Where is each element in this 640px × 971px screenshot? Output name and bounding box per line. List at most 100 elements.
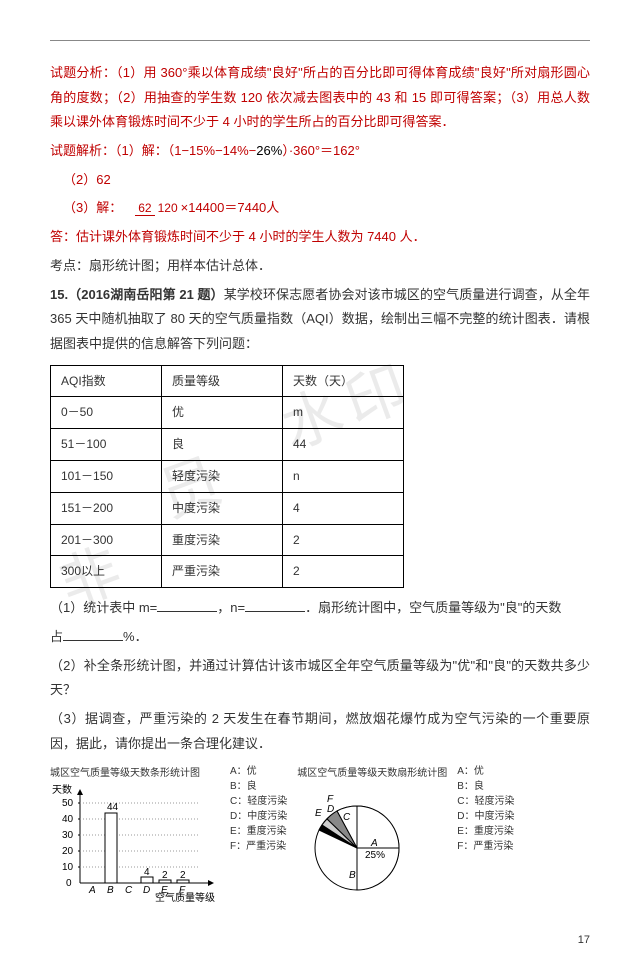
td: 0－50 (51, 397, 162, 429)
analysis-2: 试题解析：（1）解：（1−15%−14%−26%）·360°＝162° (50, 139, 590, 164)
table-row: 0－50优m (51, 397, 404, 429)
th: AQI指数 (51, 365, 162, 397)
yticks: 01020304050 (62, 798, 80, 889)
svg-text:40: 40 (62, 814, 74, 825)
analysis-4: （3）解： 62120×14400＝7440人 (50, 196, 590, 221)
t: ）·360°＝162° (282, 143, 360, 158)
svg-text:B: B (107, 885, 114, 896)
li: C：轻度污染 (230, 794, 287, 809)
table-row: 51－100良44 (51, 429, 404, 461)
td: 300以上 (51, 556, 162, 588)
q15-sub1: （1）统计表中 m= ，n= ．扇形统计图中，空气质量等级为"良"的天数 (50, 596, 590, 621)
svg-text:2: 2 (180, 870, 186, 881)
analysis-1: 试题分析：（1）用 360°乘以体育成绩"良好"所占的百分比即可得体育成绩"良好… (50, 61, 590, 135)
td: n (283, 460, 404, 492)
td: 51－100 (51, 429, 162, 461)
t: ×14400＝7440人 (181, 200, 280, 215)
t: （1）统计表中 m= (50, 600, 157, 615)
table-header: AQI指数 质量等级 天数（天） (51, 365, 404, 397)
td: m (283, 397, 404, 429)
td: 2 (283, 556, 404, 588)
td: 201－300 (51, 524, 162, 556)
td: 良 (162, 429, 283, 461)
bar-chart: 城区空气质量等级天数条形统计图 天数 01020304050 44 4 2 2 … (50, 764, 220, 910)
q15-title: 15.（2016湖南岳阳第 21 题）某学校环保志愿者协会对该市城区的空气质量进… (50, 283, 590, 357)
t: %． (123, 629, 148, 644)
th: 质量等级 (162, 365, 283, 397)
charts-row: 城区空气质量等级天数条形统计图 天数 01020304050 44 4 2 2 … (50, 764, 590, 910)
svg-text:D: D (327, 804, 334, 815)
bar-title: 城区空气质量等级天数条形统计图 (50, 764, 220, 783)
td: 44 (283, 429, 404, 461)
denominator: 120 (155, 201, 181, 215)
q15-sub1b: 占 %． (50, 625, 590, 650)
svg-text:E: E (315, 808, 322, 819)
li: C：轻度污染 (457, 794, 514, 809)
li: A：优 (457, 764, 514, 779)
q15-num: 15.（2016湖南岳阳第 21 题） (50, 287, 224, 302)
xlabel: 空气质量等级 (155, 891, 215, 903)
analysis-3: （2）62 (50, 168, 590, 193)
q15-sub3: （3）据调查，严重污染的 2 天发生在春节期间，燃放烟花爆竹成为空气污染的一个重… (50, 707, 590, 756)
legend-2: A：优 B：良 C：轻度污染 D：中度污染 E：重度污染 F：严重污染 (457, 764, 514, 910)
t: 占 (50, 629, 63, 644)
page: 水印 员 非 试题分析：（1）用 360°乘以体育成绩"良好"所占的百分比即可得… (50, 40, 590, 951)
table-row: 101－150轻度污染n (51, 460, 404, 492)
table-row: 151－200中度污染4 (51, 492, 404, 524)
svg-text:D: D (143, 885, 150, 896)
td: 101－150 (51, 460, 162, 492)
table-row: 201－300重度污染2 (51, 524, 404, 556)
td: 重度污染 (162, 524, 283, 556)
td: 中度污染 (162, 492, 283, 524)
li: B：良 (230, 779, 287, 794)
pie-svg: A25% B C D E F (297, 783, 427, 903)
td: 4 (283, 492, 404, 524)
svg-text:A: A (88, 885, 96, 896)
legend-1: A：优 B：良 C：轻度污染 D：中度污染 E：重度污染 F：严重污染 (230, 764, 287, 910)
pie-title: 城区空气质量等级天数扇形统计图 (297, 764, 447, 783)
th: 天数（天） (283, 365, 404, 397)
kaodian: 考点：扇形统计图；用样本估计总体． (50, 254, 590, 279)
pie-chart: 城区空气质量等级天数扇形统计图 A25% B C D E F (297, 764, 447, 910)
li: E：重度污染 (457, 824, 514, 839)
li: F：严重污染 (457, 839, 514, 854)
li: B：良 (457, 779, 514, 794)
page-number: 17 (50, 930, 590, 951)
svg-text:4: 4 (144, 867, 150, 878)
ylabel: 天数 (52, 783, 72, 796)
blank (157, 597, 217, 612)
td: 轻度污染 (162, 460, 283, 492)
td: 严重污染 (162, 556, 283, 588)
blank (63, 626, 123, 641)
svg-text:44: 44 (107, 802, 119, 813)
numerator: 62 (135, 201, 154, 216)
td: 优 (162, 397, 283, 429)
t: 26% (256, 143, 282, 158)
li: F：严重污染 (230, 839, 287, 854)
aqi-table: AQI指数 质量等级 天数（天） 0－50优m 51－100良44 101－15… (50, 365, 404, 589)
t: 试题解析：（1）解：（1−15%−14%− (50, 143, 256, 158)
bars: 44 4 2 2 (105, 802, 189, 883)
svg-text:10: 10 (62, 862, 74, 873)
td: 151－200 (51, 492, 162, 524)
svg-text:30: 30 (62, 830, 74, 841)
t: ，n= (217, 600, 245, 615)
li: A：优 (230, 764, 287, 779)
top-rule (50, 40, 590, 41)
svg-text:A: A (370, 838, 378, 849)
td: 2 (283, 524, 404, 556)
svg-text:C: C (125, 885, 133, 896)
table-row: 300以上严重污染2 (51, 556, 404, 588)
svg-text:B: B (349, 870, 356, 881)
svg-text:2: 2 (162, 870, 168, 881)
blank (245, 597, 305, 612)
li: D：中度污染 (230, 809, 287, 824)
analysis-answer: 答：估计课外体育锻炼时间不少于 4 小时的学生人数为 7440 人． (50, 225, 590, 250)
svg-text:F: F (327, 794, 334, 805)
svg-text:50: 50 (62, 798, 74, 809)
t: （3）解： (63, 200, 122, 215)
t: ．扇形统计图中，空气质量等级为"良"的天数 (305, 600, 561, 615)
q15-sub2: （2）补全条形统计图，并通过计算估计该市城区全年空气质量等级为"优"和"良"的天… (50, 654, 590, 703)
li: E：重度污染 (230, 824, 287, 839)
svg-text:20: 20 (62, 846, 74, 857)
